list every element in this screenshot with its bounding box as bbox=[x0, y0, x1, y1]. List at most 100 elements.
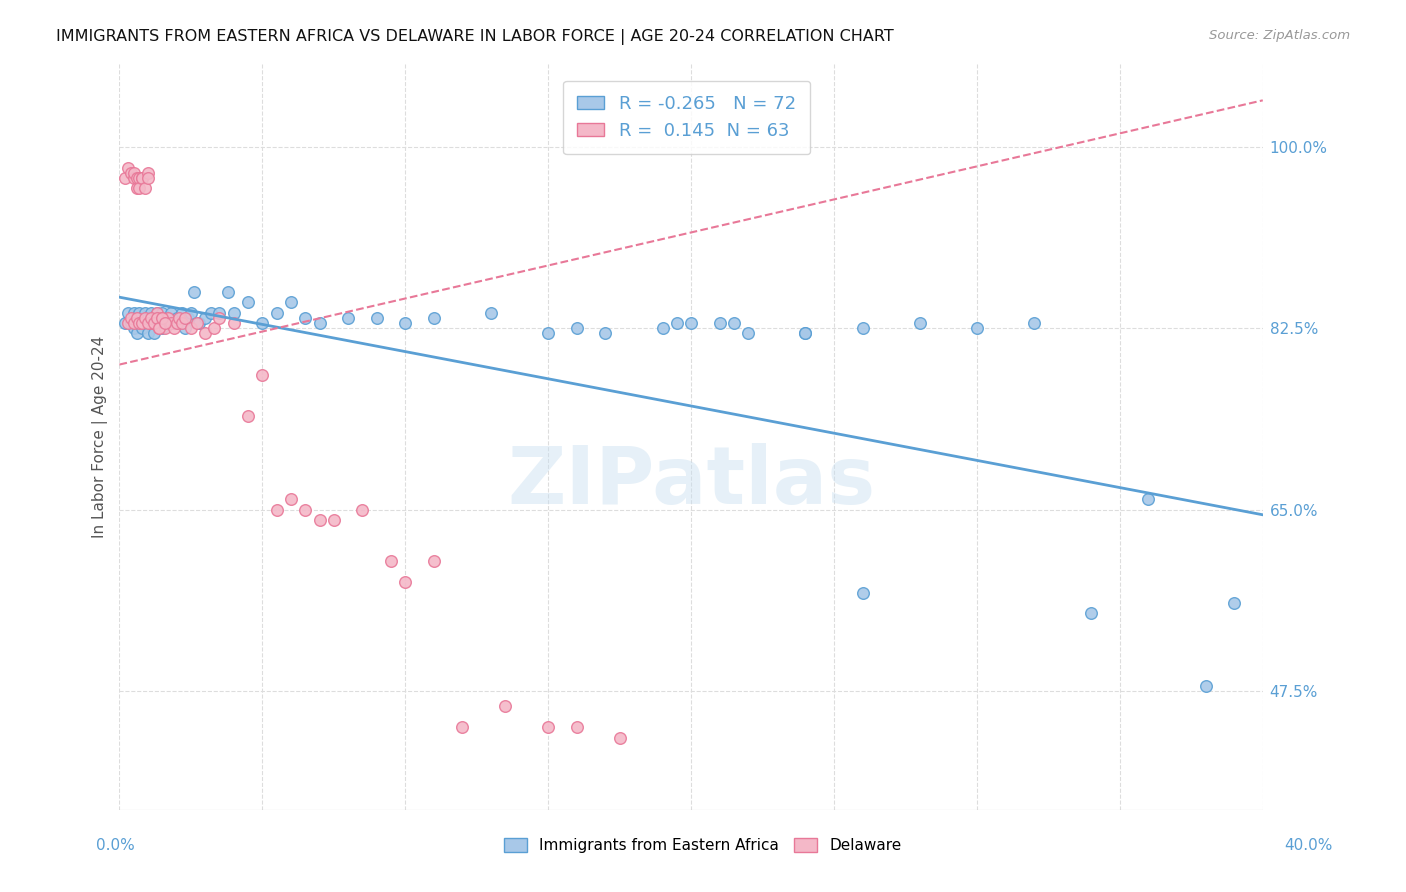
Point bbox=[494, 699, 516, 714]
Point bbox=[1137, 492, 1160, 507]
Point bbox=[128, 306, 150, 320]
Point bbox=[136, 316, 159, 330]
Point bbox=[423, 310, 446, 325]
Point bbox=[294, 502, 316, 516]
Point bbox=[1080, 606, 1102, 620]
Legend: Immigrants from Eastern Africa, Delaware: Immigrants from Eastern Africa, Delaware bbox=[498, 832, 908, 859]
Point bbox=[565, 720, 588, 734]
Point bbox=[709, 316, 731, 330]
Point bbox=[180, 321, 202, 335]
Point bbox=[308, 513, 330, 527]
Point bbox=[150, 321, 173, 335]
Point bbox=[125, 326, 148, 341]
Point bbox=[172, 306, 194, 320]
Point bbox=[128, 181, 150, 195]
Point bbox=[217, 285, 239, 299]
Point bbox=[222, 306, 245, 320]
Point bbox=[117, 306, 139, 320]
Point bbox=[651, 321, 673, 335]
Point bbox=[380, 554, 402, 568]
Point bbox=[565, 321, 588, 335]
Point bbox=[665, 316, 688, 330]
Point bbox=[252, 368, 274, 382]
Point bbox=[366, 310, 388, 325]
Point bbox=[120, 166, 142, 180]
Point bbox=[294, 310, 316, 325]
Point bbox=[150, 310, 173, 325]
Point bbox=[148, 321, 170, 335]
Point bbox=[537, 326, 560, 341]
Point bbox=[852, 321, 875, 335]
Point bbox=[202, 321, 225, 335]
Point bbox=[142, 316, 165, 330]
Text: Source: ZipAtlas.com: Source: ZipAtlas.com bbox=[1209, 29, 1350, 42]
Point bbox=[114, 171, 136, 186]
Point bbox=[145, 310, 167, 325]
Point bbox=[153, 316, 176, 330]
Point bbox=[145, 306, 167, 320]
Text: ZIPatlas: ZIPatlas bbox=[508, 442, 876, 521]
Point bbox=[125, 316, 148, 330]
Y-axis label: In Labor Force | Age 20-24: In Labor Force | Age 20-24 bbox=[93, 336, 108, 538]
Point bbox=[194, 310, 217, 325]
Point bbox=[166, 316, 188, 330]
Point bbox=[136, 326, 159, 341]
Point bbox=[139, 316, 162, 330]
Point bbox=[308, 316, 330, 330]
Point bbox=[131, 321, 153, 335]
Point bbox=[236, 409, 259, 424]
Point bbox=[153, 321, 176, 335]
Point bbox=[128, 171, 150, 186]
Legend: R = -0.265   N = 72, R =  0.145  N = 63: R = -0.265 N = 72, R = 0.145 N = 63 bbox=[562, 80, 810, 154]
Point bbox=[177, 310, 200, 325]
Point bbox=[142, 326, 165, 341]
Point bbox=[136, 171, 159, 186]
Point bbox=[169, 316, 191, 330]
Point bbox=[128, 316, 150, 330]
Point bbox=[595, 326, 617, 341]
Point bbox=[114, 316, 136, 330]
Point bbox=[183, 285, 205, 299]
Text: IMMIGRANTS FROM EASTERN AFRICA VS DELAWARE IN LABOR FORCE | AGE 20-24 CORRELATIO: IMMIGRANTS FROM EASTERN AFRICA VS DELAWA… bbox=[56, 29, 894, 45]
Point bbox=[188, 316, 211, 330]
Point bbox=[222, 316, 245, 330]
Point bbox=[120, 316, 142, 330]
Point bbox=[352, 502, 374, 516]
Text: 0.0%: 0.0% bbox=[96, 838, 135, 853]
Point bbox=[163, 321, 186, 335]
Point bbox=[208, 310, 231, 325]
Point bbox=[139, 306, 162, 320]
Point bbox=[194, 326, 217, 341]
Point bbox=[908, 316, 931, 330]
Point bbox=[423, 554, 446, 568]
Point bbox=[153, 316, 176, 330]
Point bbox=[1024, 316, 1046, 330]
Point bbox=[157, 310, 180, 325]
Point bbox=[200, 306, 222, 320]
Point bbox=[280, 295, 302, 310]
Point bbox=[266, 306, 288, 320]
Point bbox=[136, 166, 159, 180]
Point bbox=[174, 321, 197, 335]
Point bbox=[150, 310, 173, 325]
Point bbox=[236, 295, 259, 310]
Point bbox=[186, 316, 208, 330]
Point bbox=[122, 321, 145, 335]
Point bbox=[1194, 679, 1216, 693]
Point bbox=[139, 316, 162, 330]
Point bbox=[122, 306, 145, 320]
Point bbox=[681, 316, 703, 330]
Point bbox=[794, 326, 817, 341]
Point bbox=[166, 310, 188, 325]
Point bbox=[794, 326, 817, 341]
Point bbox=[134, 310, 156, 325]
Point bbox=[322, 513, 344, 527]
Point bbox=[172, 316, 194, 330]
Point bbox=[134, 181, 156, 195]
Point bbox=[163, 316, 186, 330]
Point bbox=[252, 316, 274, 330]
Point bbox=[148, 316, 170, 330]
Point bbox=[131, 316, 153, 330]
Point bbox=[157, 310, 180, 325]
Point bbox=[280, 492, 302, 507]
